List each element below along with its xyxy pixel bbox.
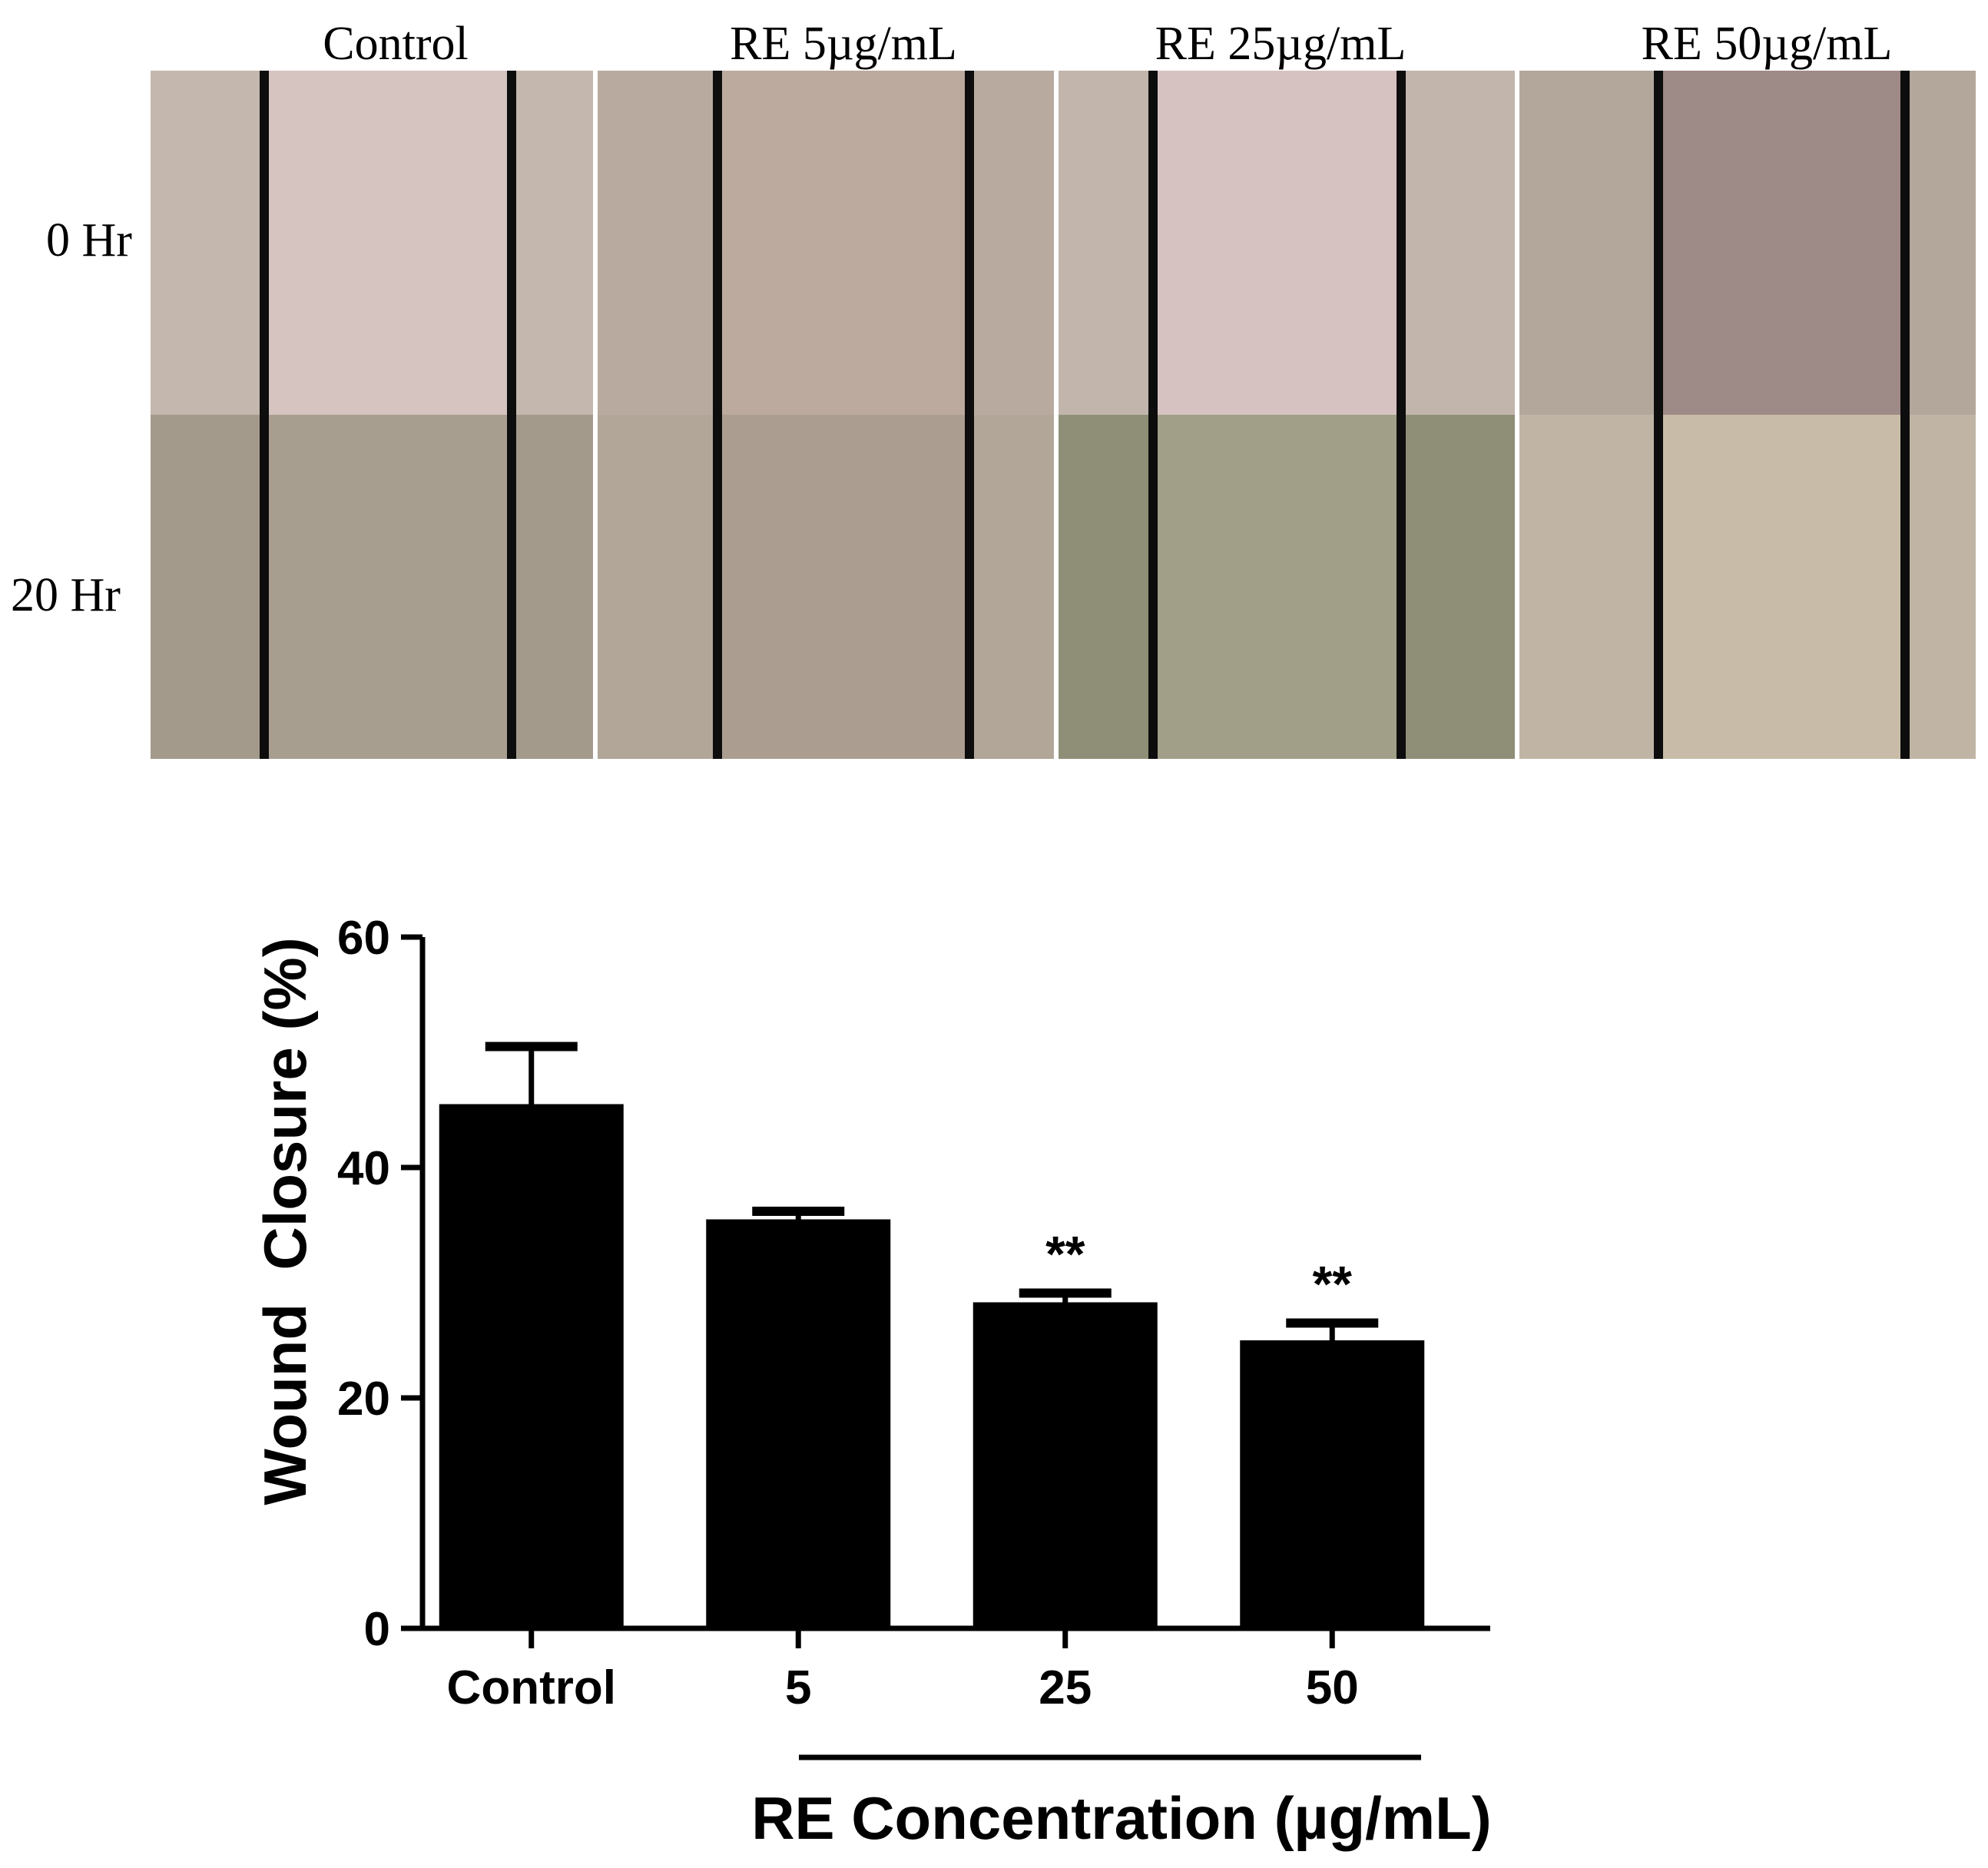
bar [972,1302,1158,1628]
column-title-control: Control [323,18,469,70]
x-axis-ticks: Control 5 25 50 [447,1628,1359,1714]
significance-marker: ** [1313,1256,1353,1313]
column-title-re-50: RE 50µg/mL [1641,18,1893,70]
micrograph-re25-0hr [1059,71,1515,415]
micrograph-re25-20hr [1059,415,1515,759]
x-axis-label: RE Concentration (µg/mL) [751,1784,1492,1852]
row-title-0hr: 0 Hr [46,214,132,267]
x-tick-label: 5 [785,1661,811,1714]
micrograph-figure: Control RE 5µg/mL RE 25µg/mL RE 50µg/mL … [0,0,1988,776]
micrograph-control-20hr [151,415,593,759]
y-tick-label: 60 [337,912,390,965]
x-tick-label: 25 [1039,1661,1092,1714]
micrograph-re50-20hr [1519,415,1976,759]
bar-series: ** ** [439,1042,1425,1628]
y-axis-ticks: 0 20 40 60 [337,912,422,1656]
significance-marker: ** [1045,1226,1085,1283]
column-title-re-25: RE 25µg/mL [1155,18,1407,70]
x-tick-label: 50 [1306,1661,1359,1714]
micrograph-re5-20hr [598,415,1054,759]
bar [1240,1340,1425,1628]
bar [706,1219,891,1628]
bar [439,1104,624,1628]
y-tick-label: 0 [364,1603,390,1656]
row-title-20hr: 20 Hr [11,569,121,621]
micrograph-control-0hr [151,71,593,415]
y-axis-label: Wound Closure (%) [251,937,319,1505]
micrograph-re50-0hr [1519,71,1976,415]
y-tick-label: 40 [337,1142,390,1195]
column-title-re-5: RE 5µg/mL [730,18,957,70]
micrograph-re5-0hr [598,71,1054,415]
y-tick-label: 20 [337,1373,390,1426]
wound-closure-bar-chart: 0 20 40 60 ** ** Control 5 25 50 Wound Closure … [251,912,1492,1852]
x-tick-label: Control [447,1661,616,1714]
